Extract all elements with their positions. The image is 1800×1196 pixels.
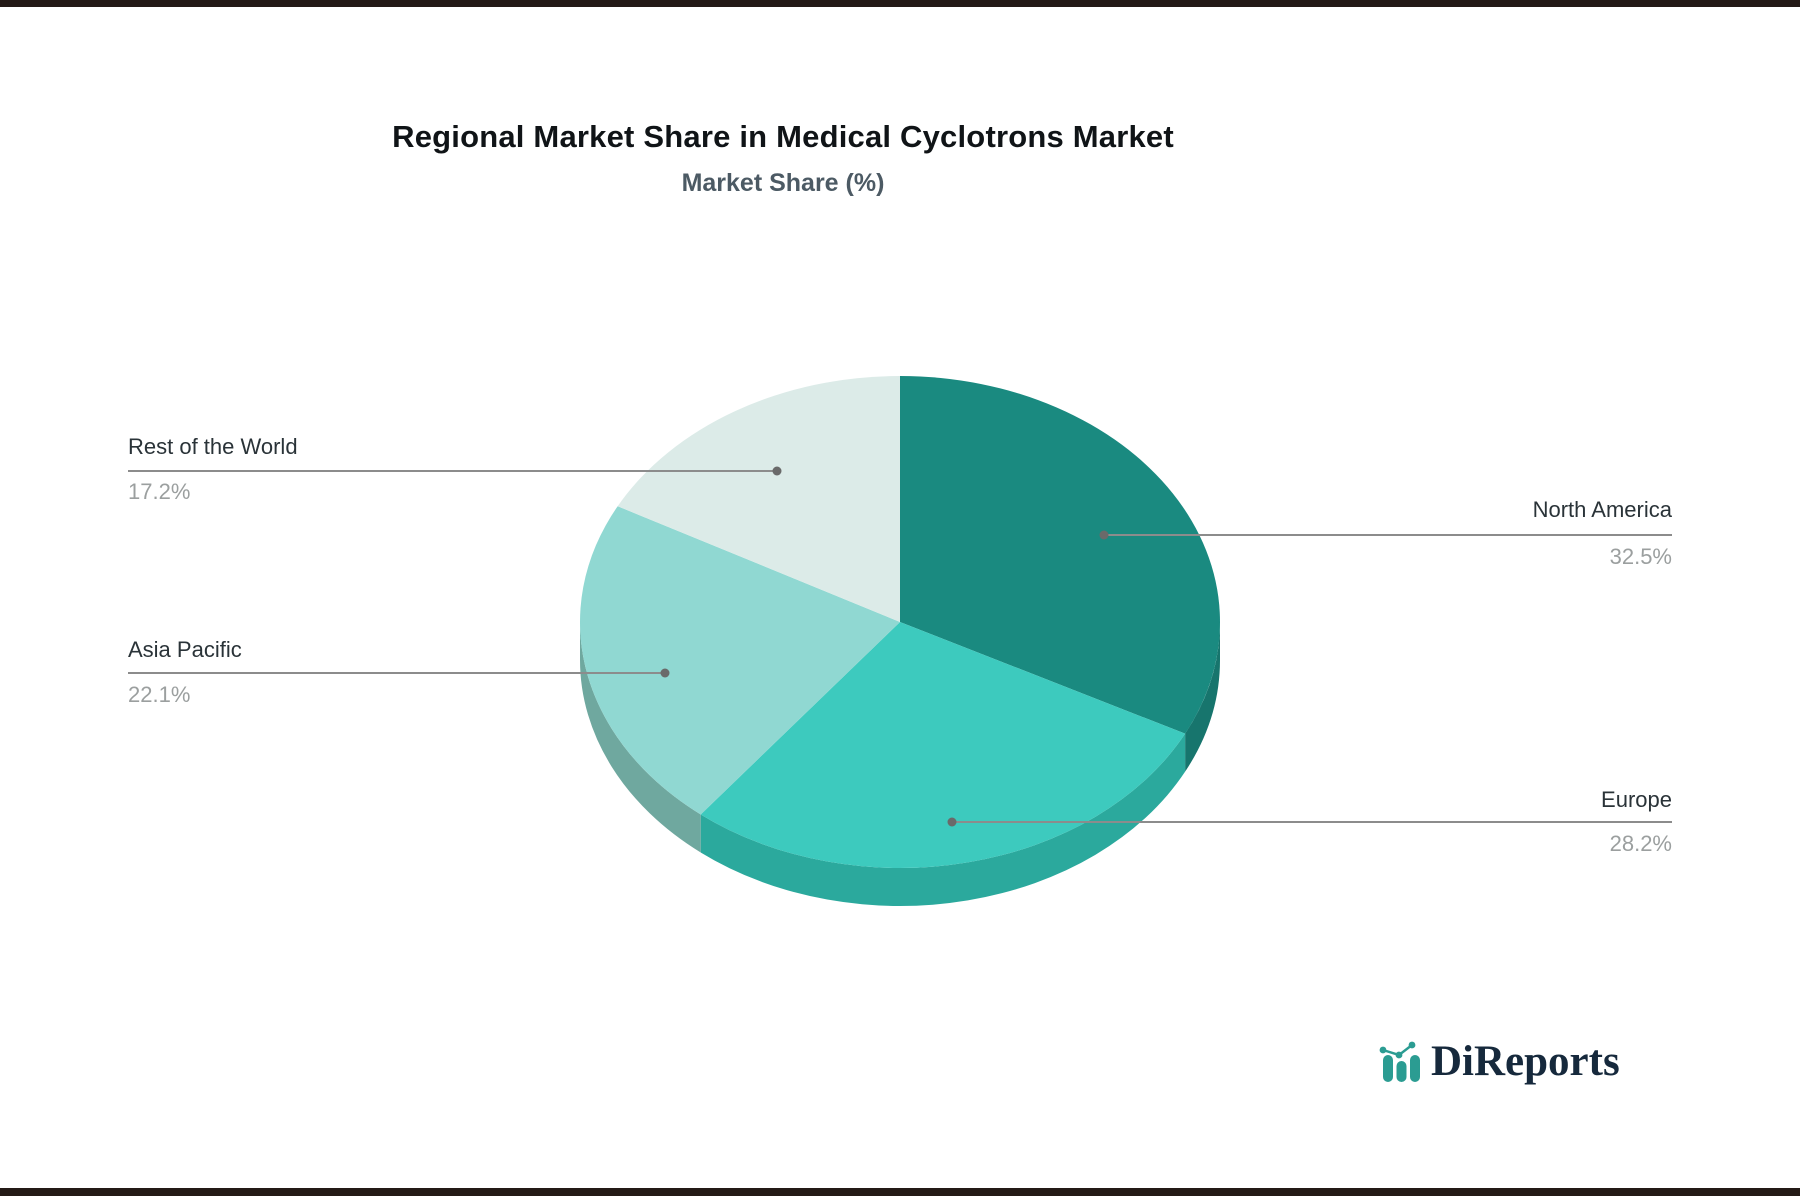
leader-dot-rest-of-the-world — [772, 466, 782, 476]
chart-subtitle: Market Share (%) — [681, 169, 885, 197]
pie-slice-rest-of-the-world[interactable] — [617, 376, 900, 622]
slice-value-rest-of-the-world: 17.2% — [128, 479, 191, 504]
slice-label-rest-of-the-world: Rest of the World — [128, 434, 298, 459]
slice-label-asia-pacific: Asia Pacific — [128, 637, 242, 662]
bar-line-chart-icon — [1379, 1041, 1420, 1082]
leader-dot-north-america — [1099, 530, 1109, 540]
pie-slice-europe[interactable] — [700, 622, 1186, 868]
pie-slice-depth-asia-pacific — [580, 622, 701, 853]
pie-slice-north-america[interactable] — [900, 376, 1220, 734]
logo-bar — [1396, 1061, 1407, 1082]
slice-label-north-america: North America — [1532, 497, 1672, 522]
logo-bar — [1383, 1055, 1393, 1082]
pie-slice-depth-north-america — [1185, 622, 1220, 772]
leader-dot-asia-pacific — [660, 668, 670, 678]
logo-trend-dot — [1408, 1041, 1416, 1049]
logo-trend-dot — [1379, 1046, 1387, 1054]
slice-value-europe: 28.2% — [1609, 831, 1672, 856]
slice-label-europe: Europe — [1601, 787, 1672, 812]
pie-slice-depth-europe — [700, 733, 1186, 906]
chart-title: Regional Market Share in Medical Cyclotr… — [392, 119, 1174, 154]
slice-value-north-america: 32.5% — [1609, 544, 1672, 569]
bottom-edge-bar — [0, 1188, 1800, 1196]
logo-bar — [1410, 1055, 1420, 1082]
pie-slice-asia-pacific[interactable] — [579, 506, 900, 815]
slice-value-asia-pacific: 22.1% — [128, 682, 191, 707]
leader-dot-europe — [947, 817, 957, 827]
top-edge-bar — [0, 0, 1800, 7]
logo-trend-dot — [1395, 1051, 1403, 1059]
brand-name: DiReports — [1431, 1038, 1620, 1085]
brand-logo: DiReports — [1378, 1038, 1620, 1086]
